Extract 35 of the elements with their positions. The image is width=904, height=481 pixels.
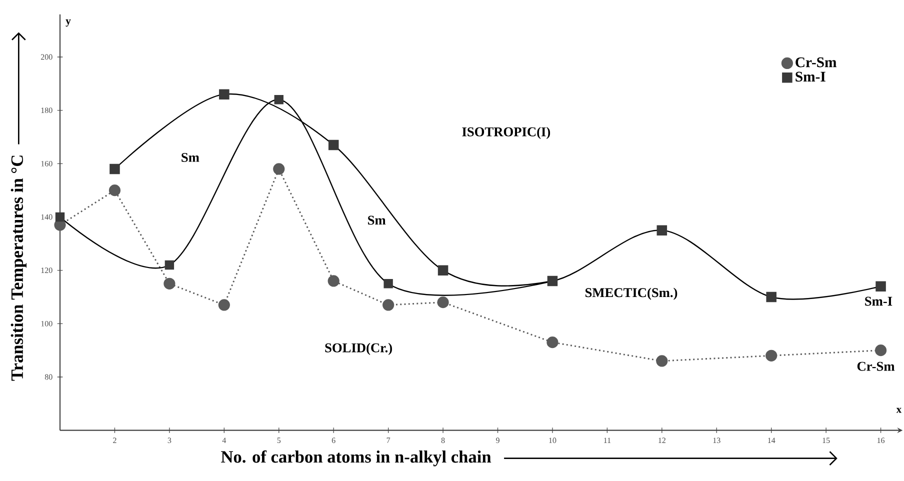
- x-tick-label: 16: [877, 438, 885, 444]
- x-tick-label: 10: [549, 438, 556, 444]
- x-tick-label: 7: [386, 438, 390, 443]
- x-tick-label: 11: [604, 438, 611, 443]
- y-tick-label: 160: [41, 160, 52, 166]
- legend-label: Cr-Sm: [796, 57, 836, 68]
- x-tick-label: 5: [277, 438, 281, 444]
- x-tick-label: 4: [222, 438, 226, 443]
- x-tick-label: 14: [768, 438, 776, 443]
- y-tick-label: 140: [41, 214, 52, 220]
- x-axis-title: No. of carbon atoms in n-alkyl chain: [221, 450, 492, 466]
- annotation: y: [66, 19, 71, 27]
- x-tick-label: 8: [441, 438, 445, 444]
- y-tick-label: 80: [44, 374, 52, 380]
- y-tick-label: 100: [41, 320, 52, 326]
- annotation: Sm-I: [865, 296, 892, 306]
- annotation: x: [896, 408, 902, 413]
- annotation: Cr-Sm: [857, 362, 895, 371]
- x-tick-label: 3: [168, 438, 172, 444]
- y-tick-label: 180: [41, 108, 52, 114]
- annotation: Sm: [182, 152, 200, 162]
- annotation: ISOTROPIC(I): [462, 126, 550, 140]
- x-tick-label: 9: [496, 438, 500, 444]
- annotation: SMECTIC(Sm.): [585, 288, 678, 300]
- legend-label: Sm-I: [796, 72, 826, 82]
- y-tick-label: 120: [41, 268, 52, 274]
- annotation: Sm: [368, 216, 386, 225]
- x-tick-label: 15: [822, 438, 830, 444]
- x-tick-label: 13: [713, 438, 720, 444]
- y-tick-label: 200: [40, 54, 52, 60]
- x-tick-label: 2: [113, 438, 116, 443]
- x-tick-label: 12: [658, 438, 666, 443]
- annotation: SOLID(Cr.): [325, 342, 392, 356]
- y-axis-title: Transition Temperatures in °C: [10, 156, 27, 381]
- x-tick-label: 6: [332, 438, 336, 444]
